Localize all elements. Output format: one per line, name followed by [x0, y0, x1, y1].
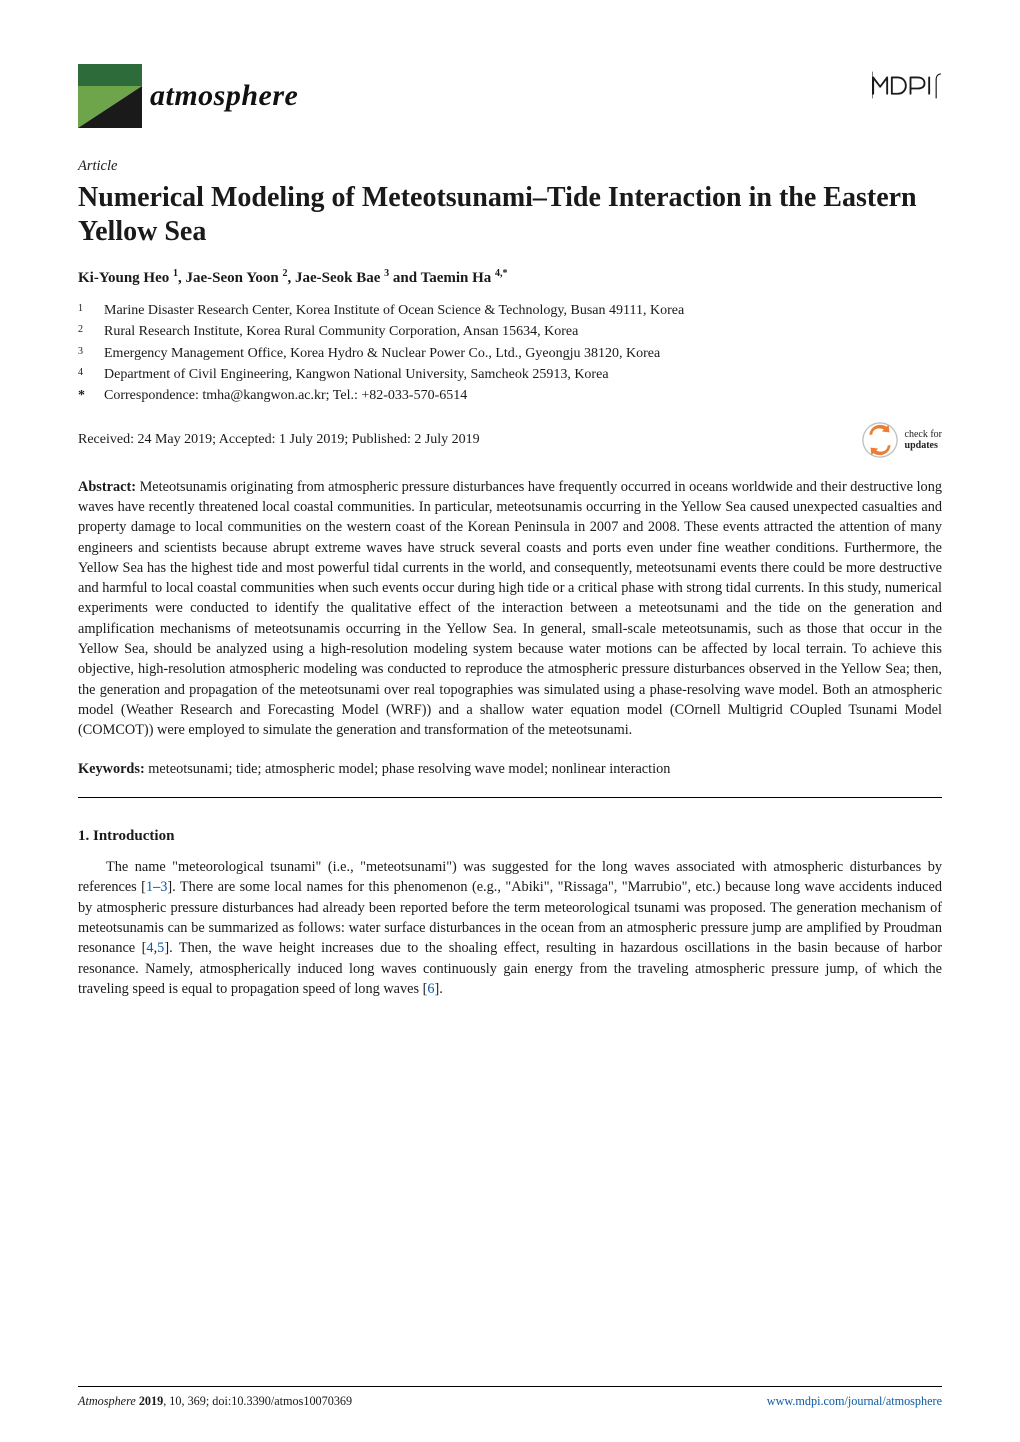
check-for-updates-link[interactable]: check for updates — [861, 421, 942, 459]
check-updates-icon — [861, 421, 899, 459]
footer-right: www.mdpi.com/journal/atmosphere — [767, 1393, 942, 1410]
journal-logo: atmosphere — [78, 64, 298, 128]
affiliation-text: Rural Research Institute, Korea Rural Co… — [104, 322, 578, 342]
footer-citation: , 10, 369; doi:10.3390/atmos10070369 — [163, 1394, 352, 1408]
keywords-text: meteotsunami; tide; atmospheric model; p… — [148, 761, 670, 777]
citation-link[interactable]: 4 — [146, 940, 153, 956]
affiliations-list: 1Marine Disaster Research Center, Korea … — [78, 301, 942, 406]
atmosphere-logo-icon — [78, 64, 142, 128]
citation-link[interactable]: 6 — [427, 981, 434, 997]
affiliation-text: Department of Civil Engineering, Kangwon… — [104, 365, 609, 385]
author-sup: 1 — [173, 268, 178, 279]
dates-row: Received: 24 May 2019; Accepted: 1 July … — [78, 421, 942, 459]
article-title: Numerical Modeling of Meteotsunami–Tide … — [78, 181, 942, 249]
authors-line: Ki-Young Heo 1, Jae-Seon Yoon 2, Jae-Seo… — [78, 267, 942, 289]
correspondence-text: Correspondence: tmha@kangwon.ac.kr; Tel.… — [104, 386, 467, 406]
author: Jae-Seon Yoon — [186, 270, 279, 286]
journal-name: atmosphere — [150, 75, 298, 118]
affiliation-num: 2 — [78, 322, 104, 342]
affiliation: 4Department of Civil Engineering, Kangwo… — [78, 365, 942, 385]
affiliation-num: 4 — [78, 365, 104, 385]
author-sup: 4,* — [495, 268, 508, 279]
dates-line: Received: 24 May 2019; Accepted: 1 July … — [78, 430, 480, 450]
abstract-text: Meteotsunamis originating from atmospher… — [78, 479, 942, 739]
abstract-label: Abstract: — [78, 479, 136, 495]
mdpi-logo-icon — [872, 68, 942, 102]
keywords-label: Keywords: — [78, 761, 145, 777]
para-text: ]. Then, the wave height increases due t… — [78, 940, 942, 997]
author: Ki-Young Heo — [78, 270, 169, 286]
intro-paragraph: The name "meteorological tsunami" (i.e.,… — [78, 857, 942, 999]
affiliation-text: Marine Disaster Research Center, Korea I… — [104, 301, 684, 321]
footer-journal: Atmosphere — [78, 1394, 139, 1408]
author: Jae-Seok Bae — [295, 270, 380, 286]
correspondence: *Correspondence: tmha@kangwon.ac.kr; Tel… — [78, 386, 942, 406]
updates-line2: updates — [905, 440, 938, 451]
keywords: Keywords: meteotsunami; tide; atmospheri… — [78, 759, 942, 779]
section-heading: 1. Introduction — [78, 826, 942, 847]
footer-url-pre: www.mdpi.com/journal/ — [767, 1394, 886, 1408]
footer-year: 2019 — [139, 1394, 163, 1408]
header-bar: atmosphere — [78, 64, 942, 128]
author-sup: 3 — [384, 268, 389, 279]
para-text: ]. — [435, 981, 443, 997]
updates-line1: check for — [905, 429, 942, 440]
footer-journal-link[interactable]: www.mdpi.com/journal/atmosphere — [767, 1394, 942, 1408]
author: Taemin Ha — [421, 270, 492, 286]
affiliation-num: 1 — [78, 301, 104, 321]
article-type: Article — [78, 156, 942, 177]
page-footer: Atmosphere 2019, 10, 369; doi:10.3390/at… — [78, 1386, 942, 1410]
author-sup: 2 — [282, 268, 287, 279]
publisher-logo — [872, 68, 942, 108]
correspondence-marker: * — [78, 386, 104, 406]
affiliation: 1Marine Disaster Research Center, Korea … — [78, 301, 942, 321]
footer-url-journal: atmosphere — [886, 1394, 942, 1408]
footer-left: Atmosphere 2019, 10, 369; doi:10.3390/at… — [78, 1393, 352, 1410]
affiliation: 3Emergency Management Office, Korea Hydr… — [78, 344, 942, 364]
affiliation-num: 3 — [78, 344, 104, 364]
check-updates-text: check for updates — [905, 429, 942, 451]
section-divider — [78, 797, 942, 798]
affiliation-text: Emergency Management Office, Korea Hydro… — [104, 344, 660, 364]
affiliation: 2Rural Research Institute, Korea Rural C… — [78, 322, 942, 342]
abstract: Abstract: Meteotsunamis originating from… — [78, 477, 942, 741]
